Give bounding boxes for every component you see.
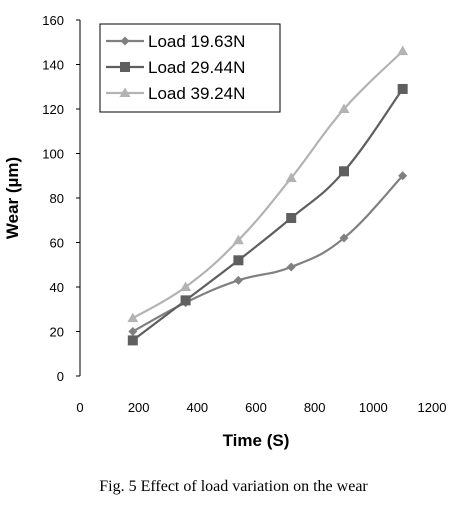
- x-tick-label: 600: [245, 400, 267, 415]
- series-line-2: [132, 88, 404, 342]
- y-tick-label: 20: [50, 325, 64, 340]
- data-point-series-2: [127, 335, 138, 346]
- data-point-series-3: [338, 103, 350, 113]
- data-point-series-3: [397, 45, 409, 56]
- x-tick-label: 200: [128, 400, 150, 415]
- y-tick-label: 60: [50, 236, 64, 251]
- y-tick-label: 40: [50, 280, 64, 295]
- x-tick-labels: 0 200 400 600 800 1000 1200: [76, 400, 446, 415]
- y-tick-label: 120: [42, 102, 64, 117]
- legend-label: Load 19.63N: [148, 32, 245, 51]
- data-point-series-1: [398, 171, 408, 181]
- legend-marker: [120, 62, 130, 72]
- y-tick-label: 0: [57, 369, 64, 384]
- series-layer: [127, 45, 409, 346]
- data-point-series-2: [397, 83, 408, 94]
- data-point-series-3: [127, 312, 139, 323]
- data-point-series-1: [128, 327, 138, 336]
- series-line-1: [132, 174, 404, 333]
- legend-marker: [119, 87, 131, 97]
- y-tick-label: 160: [42, 13, 64, 28]
- legend-label: Load 29.44N: [148, 58, 245, 77]
- data-point-series-1: [233, 275, 243, 285]
- data-point-series-3: [232, 234, 244, 245]
- data-point-series-3: [285, 172, 297, 182]
- legend-marker: [120, 36, 130, 46]
- data-point-series-2: [286, 213, 297, 224]
- data-point-series-2: [180, 295, 191, 306]
- x-tick-label: 1200: [418, 400, 447, 415]
- data-point-series-1: [339, 233, 349, 243]
- legend: Load 19.63N Load 29.44N Load 39.24N: [99, 23, 281, 113]
- x-axis-title: Time (S): [223, 431, 290, 450]
- x-tick-label: 800: [304, 400, 326, 415]
- data-point-series-2: [339, 166, 349, 177]
- y-tick-label: 140: [42, 58, 64, 73]
- y-tick-labels: 0 20 40 60 80 100 120 140 160: [42, 13, 80, 384]
- data-point-series-3: [180, 281, 192, 291]
- y-tick-label: 100: [42, 147, 64, 162]
- x-tick-label: 1000: [359, 400, 388, 415]
- data-point-series-2: [233, 255, 244, 266]
- x-tick-label: 0: [76, 400, 83, 415]
- y-axis-title: Wear (µm): [3, 157, 22, 239]
- data-point-series-1: [286, 262, 296, 272]
- y-tick-label: 80: [50, 191, 64, 206]
- legend-label: Load 39.24N: [148, 84, 245, 103]
- figure-caption: Fig. 5 Effect of load variation on the w…: [99, 478, 368, 495]
- x-tick-label: 400: [186, 400, 208, 415]
